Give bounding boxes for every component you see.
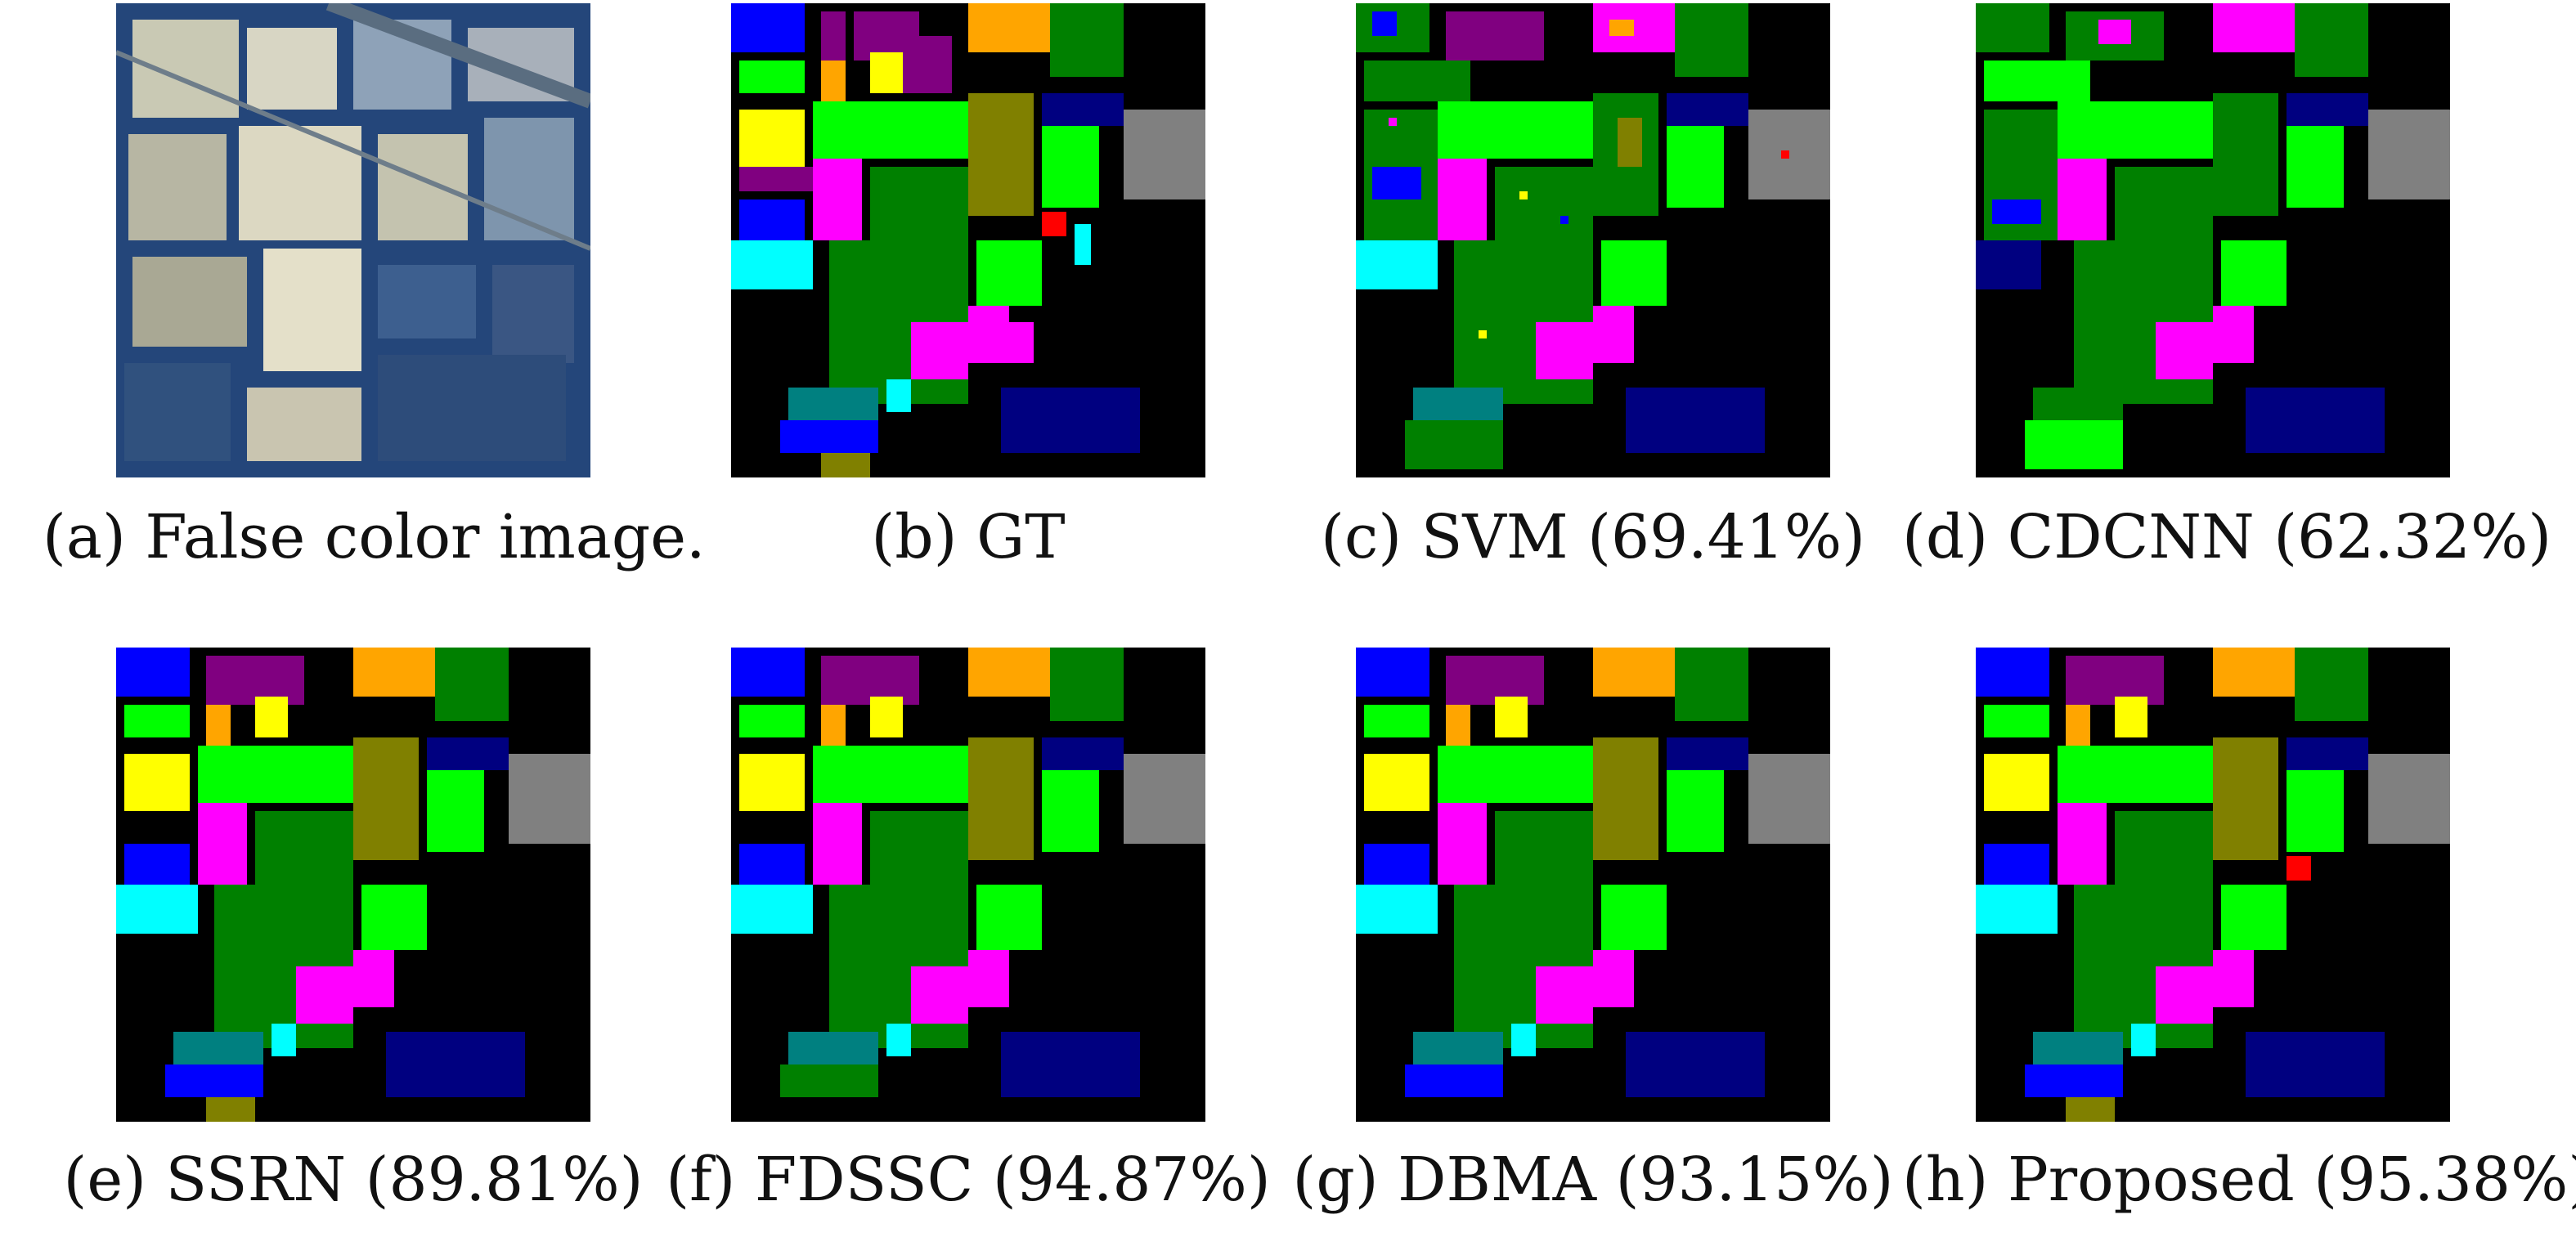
panel-g-dbma-map: [1356, 648, 1830, 1122]
ssrn-classification-map: [116, 648, 590, 1122]
caption-b: (b) GT: [657, 500, 1279, 574]
caption-f: (f) FDSSC (94.87%): [657, 1143, 1279, 1217]
panel-h-proposed-map: [1976, 648, 2450, 1122]
caption-d: (d) CDCNN (62.32%): [1902, 500, 2551, 574]
caption-tag: (a): [43, 502, 126, 572]
caption-method: FDSSC: [754, 1145, 974, 1215]
fdssc-classification-map: [731, 648, 1205, 1122]
dbma-classification-map: [1356, 648, 1830, 1122]
caption-accuracy: (93.15%): [1615, 1145, 1894, 1215]
caption-c: (c) SVM (69.41%): [1282, 500, 1904, 574]
panel-f-fdssc-map: [731, 648, 1205, 1122]
caption-tag: (b): [871, 502, 958, 572]
svm-classification-map: [1356, 3, 1830, 477]
caption-accuracy: (62.32%): [2273, 502, 2552, 572]
caption-accuracy: (69.41%): [1587, 502, 1866, 572]
caption-method: Proposed: [2007, 1145, 2295, 1215]
caption-tag: (d): [1902, 502, 1989, 572]
caption-method: SSRN: [165, 1145, 347, 1215]
caption-tag: (f): [666, 1145, 736, 1215]
caption-accuracy: (95.38%): [2313, 1145, 2576, 1215]
panel-a-false-color-image: [116, 3, 590, 477]
caption-g: (g) DBMA (93.15%): [1282, 1143, 1904, 1217]
caption-method: SVM: [1420, 502, 1568, 572]
cdcnn-classification-map: [1976, 3, 2450, 477]
caption-tag: (g): [1292, 1145, 1379, 1215]
caption-tag: (e): [63, 1145, 146, 1215]
caption-accuracy: (94.87%): [992, 1145, 1271, 1215]
caption-method: DBMA: [1398, 1145, 1597, 1215]
caption-e: (e) SSRN (89.81%): [43, 1143, 664, 1217]
panel-e-ssrn-map: [116, 648, 590, 1122]
caption-h: (h) Proposed (95.38%): [1902, 1143, 2576, 1217]
panel-b-ground-truth: [731, 3, 1205, 477]
panel-c-svm-map: [1356, 3, 1830, 477]
caption-method: GT: [976, 502, 1066, 572]
caption-accuracy: (89.81%): [365, 1145, 644, 1215]
ground-truth-map: [731, 3, 1205, 477]
proposed-classification-map: [1976, 648, 2450, 1122]
caption-method: False color image.: [145, 502, 706, 572]
panel-d-cdcnn-map: [1976, 3, 2450, 477]
caption-method: CDCNN: [2007, 502, 2255, 572]
caption-tag: (c): [1320, 502, 1402, 572]
caption-a: (a) False color image.: [43, 500, 706, 574]
false-color-image: [116, 3, 590, 477]
caption-tag: (h): [1902, 1145, 1989, 1215]
